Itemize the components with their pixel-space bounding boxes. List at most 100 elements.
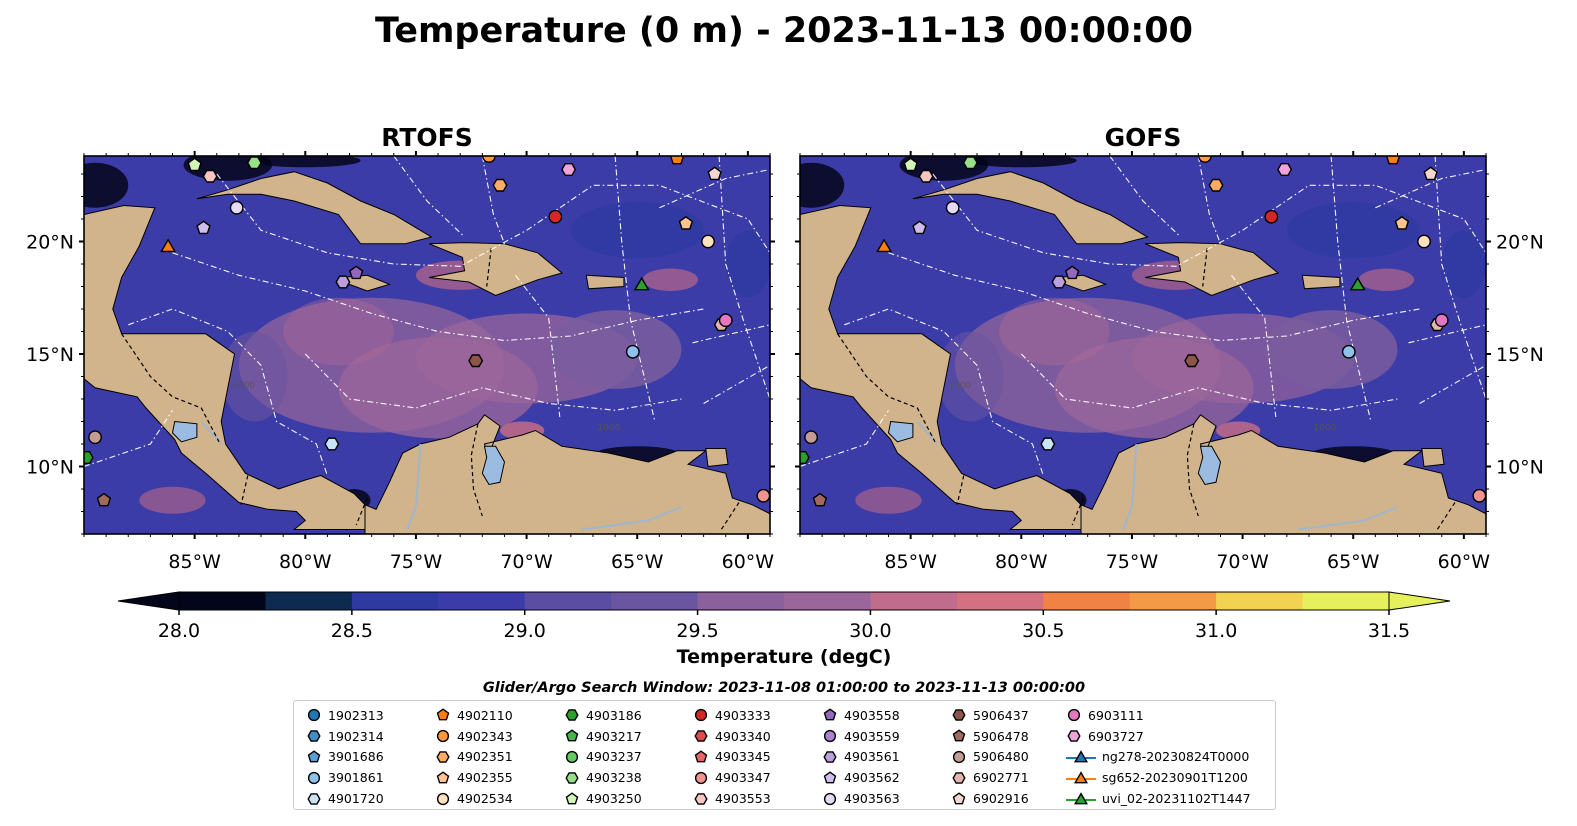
temperature-colorbar: 28.0 28.5 29.0 29.5 30.0 30.5 31.0 31.5: [117, 591, 1451, 642]
legend-label: 1902313: [328, 707, 384, 723]
colorbar-segment: [611, 592, 699, 610]
hexagon-marker-icon: [565, 709, 579, 722]
platform-marker-5906437: [468, 354, 484, 368]
pentagon-marker-icon: [565, 729, 579, 742]
legend-label: 3901861: [328, 770, 384, 786]
legend-column: 6903111 6903727 ng278-20230824T0000 sg652-2…: [1066, 705, 1251, 809]
eez-boundary: [515, 274, 561, 418]
platform-marker-uvi_02-20231102T1447: [633, 276, 650, 291]
circle-marker-icon: [823, 792, 837, 805]
x-tick-label: 85°W: [884, 551, 937, 573]
temperature-blob: [548, 310, 682, 389]
legend-column: 1902313 1902314 3901686 3901861 4901720: [306, 705, 384, 809]
pentagon-marker-icon: [436, 708, 450, 721]
x-tick-label: 80°W: [995, 551, 1048, 573]
land-mass: [912, 171, 1149, 245]
legend-label: 4903333: [715, 707, 771, 723]
legend-label: 4903250: [586, 791, 642, 807]
legend-label: 4903558: [844, 707, 900, 723]
platform-marker-5906437: [1184, 354, 1200, 368]
legend-label: 6903111: [1088, 707, 1144, 723]
river: [406, 443, 422, 530]
contour-label: 1000: [597, 424, 620, 434]
legend-marker: [1067, 730, 1081, 742]
legend-marker: [952, 709, 966, 722]
land-mass: [261, 129, 299, 152]
circle-marker-icon: [823, 730, 837, 743]
legend-marker: [307, 750, 321, 763]
country-border: [1186, 423, 1199, 517]
colorbar-segment: [438, 592, 526, 610]
platform-marker-4903561: [1051, 275, 1067, 289]
legend-column: 4903186 4903217 4903237 4903238 4903250: [564, 705, 642, 809]
legend-entry: 4903345: [693, 747, 771, 768]
legend-marker: [565, 709, 579, 722]
legend-entry: 3901861: [306, 767, 384, 788]
colorbar-tick-label: 30.0: [849, 620, 891, 642]
circle-marker-icon: [436, 730, 450, 743]
platform-marker-6903111: [1434, 313, 1449, 328]
panel-title-gofs: GOFS: [1105, 123, 1182, 152]
legend-marker: [952, 771, 966, 784]
hexagon-marker-icon: [694, 792, 708, 805]
legend-marker: [823, 730, 837, 743]
platform-marker-4902110: [1385, 156, 1401, 165]
platform-marker-4902351: [1208, 178, 1224, 192]
colorbar-tick-label: 28.5: [331, 620, 373, 642]
circle-marker-icon: [952, 750, 966, 764]
colorbar-segment: [524, 592, 612, 610]
platform-marker-4903250: [903, 157, 918, 172]
temperature-blob: [642, 268, 699, 291]
colorbar-tick-label: 31.5: [1368, 620, 1410, 642]
triangle-marker-icon: [1066, 791, 1096, 804]
colorbar-segment: [1302, 592, 1390, 610]
legend-marker: [565, 771, 579, 784]
legend-column: 4902110 4902343 4902351 4902355 4902534: [435, 705, 513, 809]
y-tick-label: 15°N: [26, 344, 74, 366]
search-window-caption: Glider/Argo Search Window: 2023-11-08 01…: [483, 680, 1085, 696]
map-frame: [799, 155, 1487, 535]
river: [1297, 506, 1398, 531]
legend-entry: 4903238: [564, 767, 642, 788]
platform-marker-4901720: [324, 437, 340, 451]
eez-boundary: [1020, 353, 1398, 411]
colorbar-tick-label: 29.5: [676, 620, 718, 642]
x-tick-label: 60°W: [722, 551, 775, 573]
legend-entry: 6903111: [1066, 705, 1251, 726]
eez-boundary: [1231, 274, 1277, 418]
pentagon-marker-icon: [823, 708, 837, 721]
colorbar-segment: [1043, 592, 1131, 610]
rtofs-map-panel: 1000 1000 85°W 80°W 75°W 70°W 65°W 60°W 20°N 15°N…: [26, 129, 775, 573]
panel-title-rtofs: RTOFS: [381, 123, 473, 152]
legend-entry: 4902343: [435, 726, 513, 747]
cold-shelf-area: [965, 156, 1077, 168]
colorbar-segment: [784, 592, 872, 610]
legend-label: 6902916: [973, 791, 1029, 807]
legend-marker: [694, 792, 708, 805]
legend-entry: 6903727: [1066, 726, 1251, 747]
colorbar-extend-high: [1388, 591, 1451, 611]
legend-marker: [565, 791, 579, 804]
colorbar-segment: [956, 592, 1044, 610]
legend-label: 4903186: [586, 707, 642, 723]
legend-label: 6902771: [973, 770, 1029, 786]
pentagon-marker-icon: [565, 791, 579, 804]
legend-marker: [823, 751, 837, 763]
platform-marker-5906480: [88, 430, 102, 445]
legend-label: 4903553: [715, 791, 771, 807]
platform-marker-5906478: [812, 492, 828, 507]
platform-marker-4903333: [1264, 209, 1279, 224]
eez-boundary: [1330, 156, 1372, 422]
legend-entry: 4903563: [822, 788, 900, 809]
lake: [1197, 445, 1222, 486]
legend-label: 4903217: [586, 728, 642, 744]
colorbar-extend-low: [117, 591, 180, 611]
y-tick-label: 20°N: [26, 232, 74, 254]
eez-boundary: [393, 156, 465, 238]
platform-marker-4903553: [918, 169, 934, 183]
legend-entry: 4902355: [435, 767, 513, 788]
cold-shelf-area: [800, 162, 845, 208]
eez-boundary: [1197, 156, 1222, 244]
colorbar-tick-label: 31.0: [1195, 620, 1237, 642]
legend-entry: 4903562: [822, 767, 900, 788]
